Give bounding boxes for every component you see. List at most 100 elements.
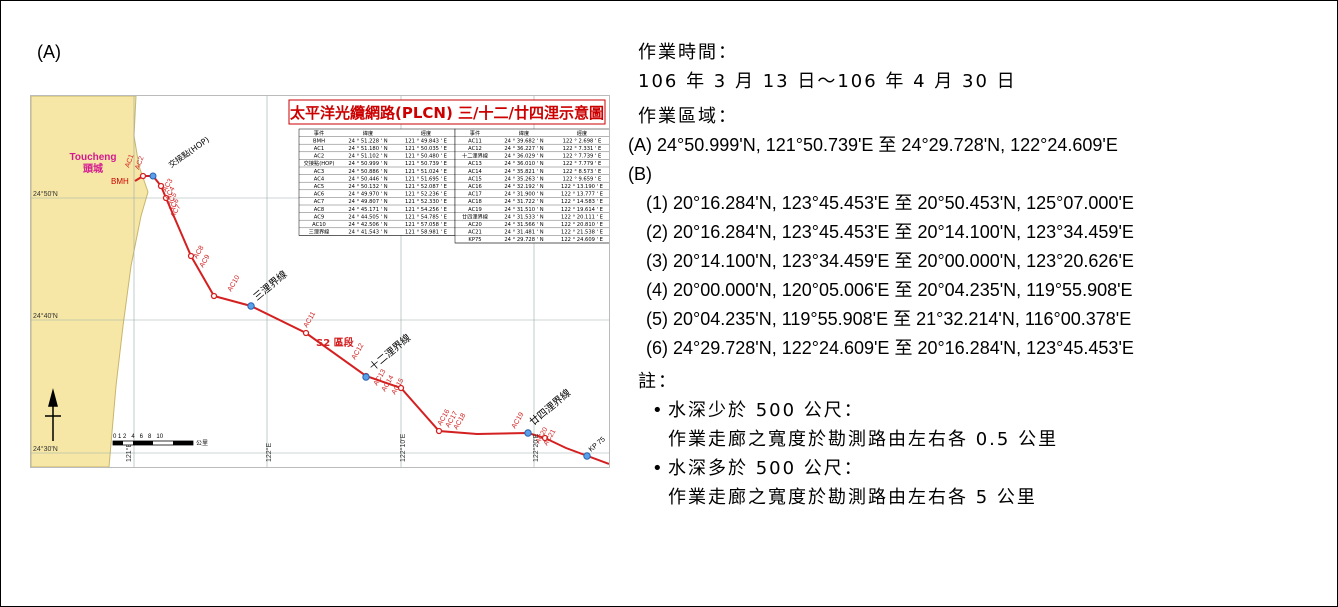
area-b-item: (6) 24°29.728'N, 122°24.609'E 至 20°16.28… bbox=[646, 338, 1134, 358]
route-point bbox=[541, 434, 549, 442]
area-b: (B) bbox=[628, 164, 652, 184]
table-cell: 24 ° 41.543 ' N bbox=[348, 230, 387, 236]
area-b-item: (5) 20°04.235'N, 119°55.908'E 至 21°32.21… bbox=[646, 309, 1132, 329]
lat-label: 24°40'N bbox=[33, 312, 58, 320]
table-cell: 121 ° 50.480 ' E bbox=[405, 154, 447, 160]
area-b-item: (1) 20°16.284'N, 123°45.453'E 至 20°50.45… bbox=[646, 193, 1134, 213]
table-header: 緯度 bbox=[519, 129, 529, 137]
table-cell: 121 ° 51.695 ' E bbox=[405, 176, 447, 182]
lat-label: 24°50'N bbox=[33, 190, 58, 198]
table-cell: AC1 bbox=[314, 146, 324, 152]
route-point bbox=[435, 427, 443, 435]
table-cell: AC21 bbox=[468, 230, 482, 236]
boundary-24nm-point bbox=[524, 429, 532, 437]
lon-label: 121°E bbox=[125, 443, 133, 462]
table-cell: AC4 bbox=[314, 176, 325, 182]
table-cell: 122 ° 13.777 ' E bbox=[561, 192, 603, 198]
note-head: 水深少於 500 公尺： bbox=[668, 400, 864, 421]
route-point bbox=[139, 172, 147, 180]
place-label-en: Toucheng bbox=[69, 152, 116, 163]
scale-unit: 公里 bbox=[196, 440, 208, 447]
table-cell: 廿四浬界線 bbox=[462, 212, 488, 220]
table-cell: 24 ° 51.228 ' N bbox=[348, 138, 387, 144]
table-cell: AC10 bbox=[312, 222, 326, 228]
work-area-label: 作業區域： bbox=[638, 106, 738, 127]
table-cell: 24 ° 31.566 ' N bbox=[504, 222, 543, 228]
table-cell: 24 ° 29.728 ' N bbox=[504, 237, 543, 243]
table-cell: 24 ° 35.263 ' N bbox=[504, 176, 543, 182]
table-cell: 122 ° 20.111 ' E bbox=[561, 214, 603, 220]
route-map: 太平洋光纜網路(PLCN) 三/十二/廿四浬示意圖 事件 緯度 經度 BMH 24 ° … bbox=[30, 95, 610, 468]
map-title-box bbox=[288, 99, 606, 125]
bmh-label: BMH bbox=[111, 177, 129, 186]
table-cell: 24 ° 35.821 ' N bbox=[504, 169, 543, 175]
note-body: 作業走廊之寬度於勘測路由左右各 0.5 公里 bbox=[668, 429, 1059, 450]
note-label: 註： bbox=[638, 371, 678, 392]
ac-label: AC1 bbox=[124, 153, 135, 168]
table-cell: 122 ° 7.331 ' E bbox=[563, 146, 602, 152]
table-cell: AC11 bbox=[468, 138, 482, 144]
table-cell: AC14 bbox=[468, 169, 482, 175]
table-cell: 24 ° 32.192 ' N bbox=[504, 184, 543, 190]
table-cell: AC2 bbox=[314, 154, 324, 160]
table-cell: 交接點(HOP) bbox=[304, 159, 335, 167]
area-b-item: (2) 20°16.284'N, 123°45.453'E 至 20°14.10… bbox=[646, 222, 1134, 242]
map-title: 太平洋光纜網路(PLCN) 三/十二/廿四浬示意圖 bbox=[290, 104, 604, 122]
table-cell: 24 ° 50.132 ' N bbox=[348, 184, 387, 190]
lat-labels: 24°50'N 24°40'N 24°30'N bbox=[33, 190, 58, 453]
note-head: 水深多於 500 公尺： bbox=[668, 458, 864, 479]
panel-label: (A) bbox=[37, 42, 61, 62]
table-cell: AC5 bbox=[314, 184, 324, 190]
ac-label: AC2 bbox=[134, 155, 145, 170]
area-b-item: (4) 20°00.000'N, 120°05.006'E 至 20°04.23… bbox=[646, 280, 1133, 300]
route-point bbox=[397, 384, 405, 392]
route-point bbox=[210, 292, 218, 300]
table-cell: 122 ° 24.609 ' E bbox=[561, 237, 603, 243]
lon-label: 122°10'E bbox=[399, 433, 407, 462]
table-cell: AC15 bbox=[468, 176, 482, 182]
table-cell: AC8 bbox=[314, 207, 324, 213]
table-cell: 24 ° 31.510 ' N bbox=[504, 207, 543, 213]
table-cell: 121 ° 52.087 ' E bbox=[405, 184, 447, 190]
table-cell: 122 ° 19.614 ' E bbox=[561, 207, 603, 213]
table-cell: 24 ° 31.481 ' N bbox=[504, 230, 543, 236]
route-map-svg: 太平洋光纜網路(PLCN) 三/十二/廿四浬示意圖 事件 緯度 經度 BMH 24 ° … bbox=[31, 96, 609, 467]
table-cell: 24 ° 31.722 ' N bbox=[504, 199, 543, 205]
table-cell: AC7 bbox=[314, 199, 324, 205]
table-cell: 121 ° 52.330 ' E bbox=[405, 199, 447, 205]
table-cell: KP75 bbox=[468, 237, 481, 243]
table-cell: 121 ° 50.739 ' E bbox=[405, 161, 447, 167]
scale-ticks: 0 1 2 4 6 8 10 bbox=[113, 434, 164, 440]
table-cell: 122 ° 2.698 ' E bbox=[563, 138, 602, 144]
lon-label: 122°20'E bbox=[532, 433, 540, 462]
table-cell: AC12 bbox=[468, 146, 482, 152]
route-point bbox=[157, 182, 165, 190]
lat-label: 24°30'N bbox=[33, 445, 58, 453]
table-cell: 24 ° 51.180 ' N bbox=[348, 146, 387, 152]
route-point bbox=[162, 194, 170, 202]
area-b-item: (3) 20°14.100'N, 123°34.459'E 至 20°00.00… bbox=[646, 251, 1134, 271]
table-cell: 122 ° 20.810 ' E bbox=[561, 222, 603, 228]
table-cell: 122 ° 13.190 ' E bbox=[561, 184, 603, 190]
table-cell: 三浬界線 bbox=[309, 228, 330, 236]
table-cell: AC13 bbox=[468, 161, 482, 167]
note-item: • 水深多於 500 公尺： bbox=[638, 454, 1328, 483]
table-cell: 122 ° 21.538 ' E bbox=[561, 230, 603, 236]
table-cell: 122 ° 7.739 ' E bbox=[563, 154, 602, 160]
boundary-3nm-point bbox=[247, 302, 255, 310]
table-cell: 121 ° 52.236 ' E bbox=[405, 192, 447, 198]
place-label-zh: 頭城 bbox=[83, 162, 103, 175]
table-cell: 24 ° 49.970 ' N bbox=[348, 192, 387, 198]
table-header: 事件 bbox=[470, 129, 480, 137]
table-cell: 121 ° 54.785 ' E bbox=[405, 214, 447, 220]
table-cell: AC19 bbox=[468, 207, 482, 213]
lon-labels: 121°E 122°E 122°10'E 122°20'E bbox=[125, 433, 540, 462]
table-header: 經度 bbox=[577, 129, 587, 137]
table-header: 事件 bbox=[314, 129, 324, 137]
table-cell: 121 ° 51.024 ' E bbox=[405, 169, 447, 175]
table-cell: AC9 bbox=[314, 214, 324, 220]
table-cell: 24 ° 50.446 ' N bbox=[348, 176, 387, 182]
lon-label: 122°E bbox=[265, 443, 273, 462]
table-cell: 24 ° 36.029 ' N bbox=[504, 154, 543, 160]
table-cell: 122 ° 8.573 ' E bbox=[563, 169, 602, 175]
